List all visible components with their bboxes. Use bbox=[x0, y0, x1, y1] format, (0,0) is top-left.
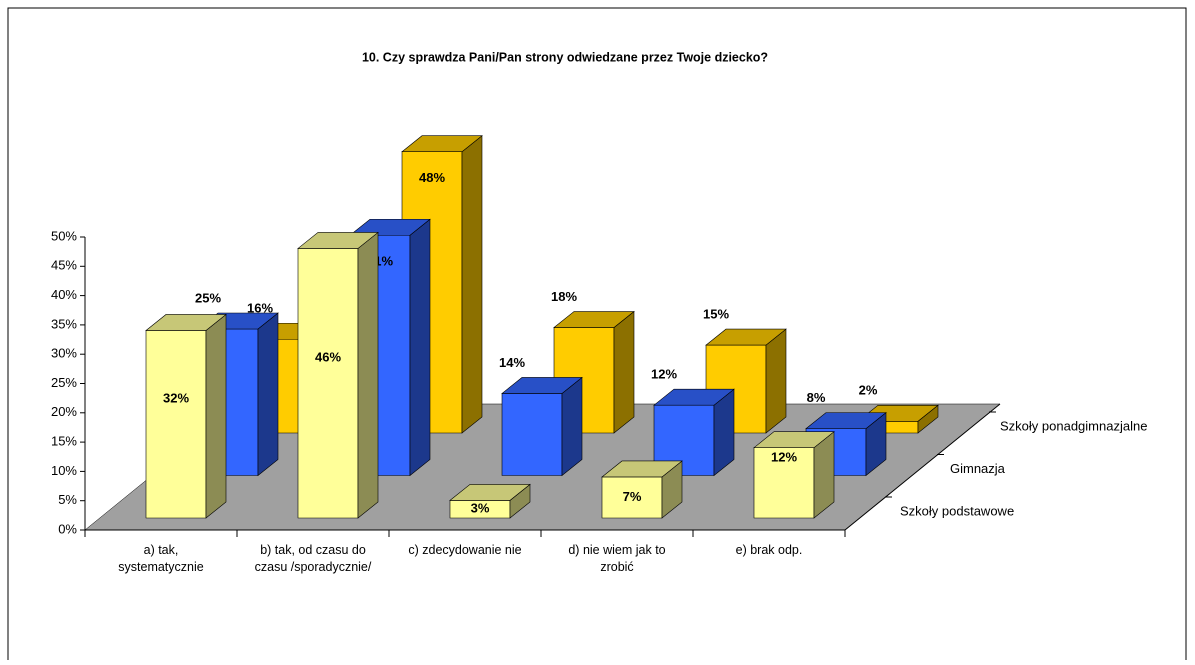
value-label: 7% bbox=[623, 489, 642, 504]
x-tick-label-box: a) tak, systematycznie bbox=[118, 543, 204, 574]
value-label: 8% bbox=[807, 390, 826, 405]
bar bbox=[145, 313, 227, 519]
bar bbox=[653, 388, 735, 477]
x-tick-label-box: b) tak, od czasu do czasu /sporadycznie/ bbox=[254, 543, 372, 574]
bar bbox=[601, 460, 683, 519]
bar-face bbox=[553, 311, 635, 328]
chart-title: 10. Czy sprawdza Pani/Pan strony odwiedz… bbox=[362, 50, 768, 64]
y-tick-label: 35% bbox=[51, 316, 77, 331]
value-label: 32% bbox=[163, 391, 189, 406]
bar bbox=[501, 376, 583, 477]
y-tick-label: 20% bbox=[51, 404, 77, 419]
bar-face bbox=[561, 376, 583, 477]
bar-face bbox=[705, 328, 787, 346]
bar-face bbox=[145, 314, 227, 331]
value-label: 18% bbox=[551, 289, 577, 304]
bar-face bbox=[653, 388, 735, 406]
bar-face bbox=[805, 412, 887, 429]
bar-face bbox=[409, 218, 431, 477]
value-label: 12% bbox=[651, 367, 677, 382]
x-tick-label: d) nie wiem jak to zrobić bbox=[568, 543, 666, 574]
x-tick-label: b) tak, od czasu do czasu /sporadycznie/ bbox=[254, 543, 372, 574]
bar-face bbox=[401, 135, 483, 153]
bar-face bbox=[765, 328, 787, 434]
bar bbox=[753, 431, 835, 519]
bar-face bbox=[349, 218, 431, 236]
x-tick-label: e) brak odp. bbox=[735, 543, 803, 557]
y-tick-label: 30% bbox=[51, 346, 77, 361]
bar-face bbox=[449, 484, 531, 501]
legend-label: Gimnazja bbox=[950, 461, 1006, 476]
bar-face bbox=[297, 248, 359, 519]
value-label: 48% bbox=[419, 170, 445, 185]
depth-axis bbox=[844, 403, 1001, 531]
bar-face bbox=[357, 231, 379, 519]
value-label: 46% bbox=[315, 350, 341, 365]
y-tick-label: 40% bbox=[51, 287, 77, 302]
bar-face bbox=[205, 313, 227, 519]
bar-face bbox=[753, 431, 835, 448]
x-tick-label-box: e) brak odp. bbox=[735, 543, 803, 557]
value-label: 2% bbox=[859, 383, 878, 398]
bar-face bbox=[501, 377, 583, 394]
bar-face bbox=[501, 393, 563, 476]
x-tick-label: a) tak, systematycznie bbox=[118, 543, 204, 574]
legend-label: Szkoły podstawowe bbox=[900, 503, 1014, 518]
bar-face bbox=[297, 232, 379, 249]
y-tick-label: 5% bbox=[58, 492, 77, 507]
value-label: 3% bbox=[471, 501, 490, 516]
y-tick-label: 45% bbox=[51, 258, 77, 273]
bar-face bbox=[613, 310, 635, 434]
y-tick-label: 0% bbox=[58, 521, 77, 536]
value-label: 25% bbox=[195, 290, 221, 305]
x-tick-label-box: c) zdecydowanie nie bbox=[408, 543, 522, 557]
value-label: 15% bbox=[703, 307, 729, 322]
y-tick-label: 50% bbox=[51, 228, 77, 243]
bar bbox=[297, 231, 379, 519]
legend-label: Szkoły ponadgimnazjalne bbox=[1000, 418, 1147, 433]
x-tick-label-box: d) nie wiem jak to zrobić bbox=[568, 543, 666, 574]
bar-face bbox=[257, 312, 279, 477]
bar-face bbox=[145, 330, 207, 519]
y-tick-label: 15% bbox=[51, 434, 77, 449]
y-tick-label: 25% bbox=[51, 375, 77, 390]
value-label: 12% bbox=[771, 449, 797, 464]
bar-face bbox=[601, 460, 683, 478]
y-tick-label: 10% bbox=[51, 463, 77, 478]
bar bbox=[449, 483, 531, 519]
value-label: 16% bbox=[247, 301, 273, 316]
x-tick-label: c) zdecydowanie nie bbox=[408, 543, 522, 557]
bar-face bbox=[461, 135, 483, 434]
value-label: 14% bbox=[499, 355, 525, 370]
